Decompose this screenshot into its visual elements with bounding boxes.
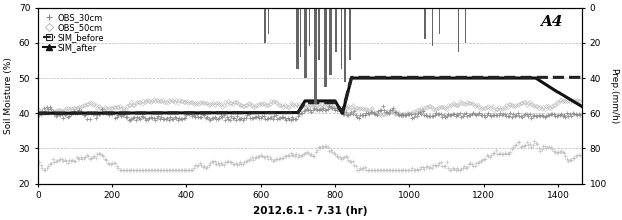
OBS_50cm bbox=[88, 102, 95, 104]
SIM_after bbox=[348, 77, 355, 79]
SIM_before bbox=[34, 112, 42, 115]
SIM_after bbox=[346, 84, 353, 87]
SIM_before bbox=[346, 83, 353, 86]
OBS_30cm bbox=[439, 116, 446, 118]
SIM_after bbox=[578, 105, 585, 108]
SIM_after bbox=[140, 112, 147, 114]
SIM_after bbox=[277, 111, 285, 114]
Line: OBS_30cm: OBS_30cm bbox=[36, 103, 582, 122]
Text: A4: A4 bbox=[541, 15, 563, 29]
OBS_50cm bbox=[150, 98, 157, 101]
OBS_50cm bbox=[146, 100, 153, 103]
OBS_30cm bbox=[146, 117, 153, 120]
Line: SIM_after: SIM_after bbox=[38, 78, 582, 113]
SIM_before bbox=[578, 76, 585, 79]
SIM_before bbox=[140, 112, 147, 114]
SIM_after bbox=[414, 77, 422, 79]
OBS_30cm bbox=[226, 119, 233, 122]
SIM_after bbox=[265, 111, 272, 114]
OBS_30cm bbox=[34, 112, 42, 115]
OBS_30cm bbox=[88, 112, 95, 114]
OBS_30cm bbox=[325, 104, 333, 107]
SIM_before bbox=[382, 76, 389, 79]
OBS_30cm bbox=[577, 114, 584, 117]
OBS_30cm bbox=[126, 119, 134, 121]
SIM_after bbox=[382, 77, 389, 79]
Y-axis label: Soil Moisture (%): Soil Moisture (%) bbox=[4, 57, 13, 134]
OBS_50cm bbox=[398, 114, 406, 116]
SIM_before bbox=[277, 111, 285, 114]
OBS_30cm bbox=[330, 106, 337, 109]
OBS_50cm bbox=[577, 100, 584, 102]
OBS_50cm bbox=[126, 103, 134, 106]
OBS_50cm bbox=[34, 108, 42, 111]
X-axis label: 2012.6.1 - 7.31 (hr): 2012.6.1 - 7.31 (hr) bbox=[253, 206, 367, 216]
OBS_30cm bbox=[409, 117, 416, 119]
SIM_before bbox=[414, 76, 422, 79]
SIM_after bbox=[34, 112, 42, 115]
SIM_before bbox=[265, 111, 272, 114]
OBS_50cm bbox=[409, 112, 416, 114]
OBS_50cm bbox=[328, 106, 336, 109]
Line: SIM_before: SIM_before bbox=[38, 77, 582, 113]
SIM_before bbox=[348, 76, 355, 79]
Y-axis label: Prep.(mm/h): Prep.(mm/h) bbox=[609, 68, 618, 124]
Legend: OBS_30cm, OBS_50cm, SIM_before, SIM_after: OBS_30cm, OBS_50cm, SIM_before, SIM_afte… bbox=[40, 9, 108, 56]
OBS_50cm bbox=[439, 106, 446, 109]
Line: OBS_50cm: OBS_50cm bbox=[37, 98, 582, 116]
